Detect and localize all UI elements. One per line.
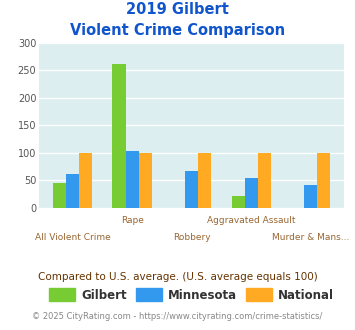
Bar [66, 174, 79, 208]
Bar [185, 171, 198, 208]
Text: 2019 Gilbert: 2019 Gilbert [126, 2, 229, 16]
Text: Compared to U.S. average. (U.S. average equals 100): Compared to U.S. average. (U.S. average … [38, 272, 317, 282]
Bar [139, 153, 152, 208]
Bar [113, 64, 126, 208]
Bar [79, 153, 92, 208]
Legend: Gilbert, Minnesota, National: Gilbert, Minnesota, National [44, 283, 339, 306]
Bar [198, 153, 211, 208]
Bar [317, 153, 331, 208]
Text: © 2025 CityRating.com - https://www.cityrating.com/crime-statistics/: © 2025 CityRating.com - https://www.city… [32, 312, 323, 321]
Bar [245, 178, 258, 208]
Text: Rape: Rape [121, 216, 143, 225]
Text: All Violent Crime: All Violent Crime [35, 233, 110, 242]
Text: Violent Crime Comparison: Violent Crime Comparison [70, 23, 285, 38]
Bar [53, 183, 66, 208]
Text: Aggravated Assault: Aggravated Assault [207, 216, 295, 225]
Bar [126, 151, 139, 208]
Bar [258, 153, 271, 208]
Text: Murder & Mans...: Murder & Mans... [272, 233, 350, 242]
Text: Robbery: Robbery [173, 233, 211, 242]
Bar [231, 196, 245, 208]
Bar [304, 185, 317, 208]
